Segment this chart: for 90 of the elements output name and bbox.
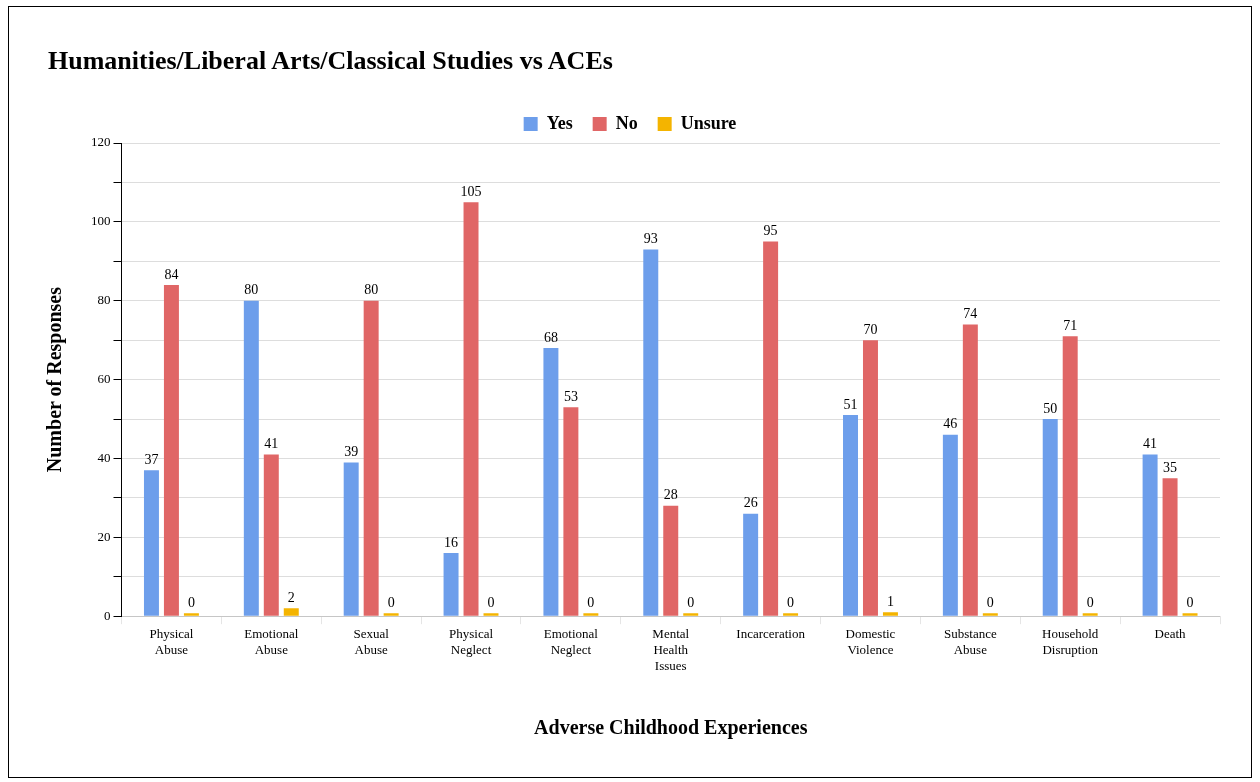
data-label: 53 bbox=[563, 388, 578, 404]
data-label: 41 bbox=[1143, 436, 1158, 452]
bar bbox=[563, 407, 579, 616]
data-label: 71 bbox=[1063, 317, 1078, 333]
data-label: 93 bbox=[643, 231, 658, 247]
bar bbox=[882, 612, 898, 616]
bar bbox=[583, 613, 599, 616]
legend-label: Yes bbox=[546, 112, 573, 133]
data-label: 2 bbox=[287, 589, 295, 605]
chart-title: Humanities/Liberal Arts/Classical Studies vs ACEs bbox=[48, 46, 613, 76]
data-label: 0 bbox=[986, 594, 994, 610]
data-label: 80 bbox=[364, 282, 379, 298]
x-axis-title: Adverse Childhood Experiences bbox=[534, 716, 808, 740]
bar bbox=[543, 348, 559, 616]
bar bbox=[743, 513, 759, 616]
bar bbox=[1142, 454, 1158, 616]
bar bbox=[463, 202, 479, 616]
bar bbox=[443, 553, 459, 616]
data-label: 0 bbox=[187, 594, 195, 610]
bar bbox=[663, 505, 679, 616]
bar bbox=[363, 300, 379, 616]
x-tick-label: Sexual Abuse bbox=[353, 626, 390, 658]
data-label: 46 bbox=[943, 416, 958, 432]
data-label: 0 bbox=[687, 594, 695, 610]
x-tick-label: Household Disruption bbox=[1042, 626, 1099, 658]
data-label: 0 bbox=[587, 594, 595, 610]
data-label: 35 bbox=[1163, 459, 1178, 475]
x-tick-label: Substance Abuse bbox=[943, 626, 997, 658]
bar bbox=[263, 454, 279, 616]
data-label: 16 bbox=[444, 534, 459, 550]
data-label: 74 bbox=[963, 306, 978, 322]
bar bbox=[243, 300, 259, 616]
bar bbox=[183, 613, 199, 616]
x-tick-label: Physical Abuse bbox=[149, 626, 194, 658]
legend-label: No bbox=[615, 112, 638, 133]
bar bbox=[1182, 613, 1198, 616]
bar bbox=[1062, 336, 1078, 616]
x-tick-label: Mental Health Issues bbox=[652, 626, 690, 673]
data-label: 0 bbox=[487, 594, 495, 610]
bar bbox=[843, 415, 858, 616]
bar bbox=[343, 462, 359, 616]
data-label: 95 bbox=[763, 223, 778, 239]
bar bbox=[683, 613, 699, 616]
bar bbox=[942, 434, 958, 616]
bar bbox=[143, 470, 159, 616]
data-label: 0 bbox=[1086, 594, 1094, 610]
data-label: 0 bbox=[387, 594, 395, 610]
bar bbox=[1162, 478, 1178, 616]
x-tick-label: Emotional Abuse bbox=[244, 626, 299, 658]
y-tick-label: 120 bbox=[91, 134, 111, 150]
data-label: 0 bbox=[787, 594, 795, 610]
x-tick-label: Physical Neglect bbox=[448, 626, 494, 658]
bar bbox=[1042, 419, 1058, 616]
bar bbox=[982, 613, 998, 616]
data-label: 39 bbox=[344, 444, 359, 460]
x-tick-label: Emotional Neglect bbox=[543, 626, 599, 658]
x-tick-label: Death bbox=[1154, 626, 1187, 642]
data-label: 51 bbox=[843, 396, 858, 412]
data-label: 84 bbox=[164, 266, 179, 282]
bar bbox=[483, 613, 499, 616]
bar bbox=[163, 284, 179, 616]
x-tick-label: Incarceration bbox=[736, 626, 806, 642]
data-label: 0 bbox=[1186, 594, 1194, 610]
y-tick-label: 40 bbox=[97, 449, 111, 465]
bar bbox=[383, 613, 399, 616]
bar bbox=[962, 324, 978, 616]
bar bbox=[783, 613, 799, 616]
legend-label: Unsure bbox=[680, 112, 737, 133]
y-tick-label: 0 bbox=[104, 607, 111, 623]
bar bbox=[1082, 613, 1098, 616]
y-tick-label: 20 bbox=[97, 528, 111, 544]
data-label: 105 bbox=[460, 183, 482, 199]
bar bbox=[643, 249, 659, 616]
bar bbox=[283, 608, 299, 616]
x-tick-label: Domestic Violence bbox=[845, 626, 896, 658]
data-label: 26 bbox=[743, 495, 758, 511]
y-tick-label: 80 bbox=[97, 292, 111, 308]
data-label: 70 bbox=[863, 321, 878, 337]
data-label: 50 bbox=[1043, 400, 1058, 416]
y-axis-title: Number of Responses bbox=[43, 286, 67, 473]
data-label: 68 bbox=[543, 329, 558, 345]
data-label: 28 bbox=[663, 487, 678, 503]
bar bbox=[763, 241, 779, 616]
bar bbox=[862, 340, 878, 616]
data-label: 37 bbox=[144, 451, 159, 467]
data-label: 1 bbox=[886, 593, 894, 609]
y-tick-label: 60 bbox=[97, 371, 111, 387]
y-tick-label: 100 bbox=[91, 213, 111, 229]
data-label: 80 bbox=[244, 282, 259, 298]
data-label: 41 bbox=[264, 436, 279, 452]
